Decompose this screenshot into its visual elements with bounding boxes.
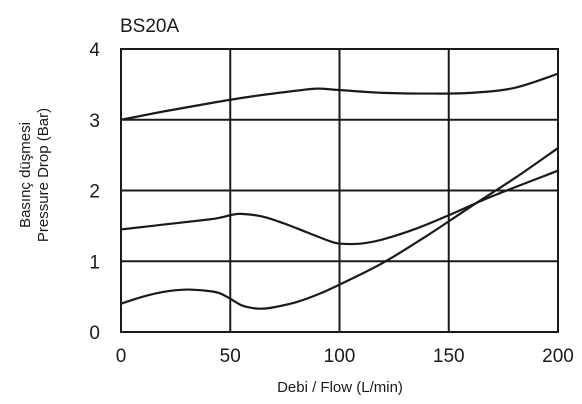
x-tick-label: 100 [324,346,356,367]
chart-title: BS20A [120,16,179,37]
x-tick-label: 0 [116,346,127,367]
series-line-lower [120,147,559,310]
tick-labels: 0 50 100 150 200 0 1 2 3 4 [89,40,573,367]
series-line-upper [120,72,559,121]
x-tick-label: 50 [220,346,241,367]
y-tick-label: 3 [89,111,100,132]
x-tick-label: 150 [433,346,465,367]
y-axis-label-line2: Pressure Drop (Bar) [35,108,52,242]
y-axis-label-line1: Basınç düşmesi [17,122,34,228]
plot-frame [120,48,559,333]
y-tick-label: 4 [89,40,100,61]
x-axis-label: Debi / Flow (L/min) [277,379,403,396]
series-group [120,72,559,310]
y-tick-label: 0 [89,323,100,344]
y-tick-label: 1 [89,252,100,273]
series-line-middle [120,169,559,246]
y-tick-label: 2 [89,182,100,203]
grid [121,49,558,332]
x-tick-label: 200 [542,346,574,367]
